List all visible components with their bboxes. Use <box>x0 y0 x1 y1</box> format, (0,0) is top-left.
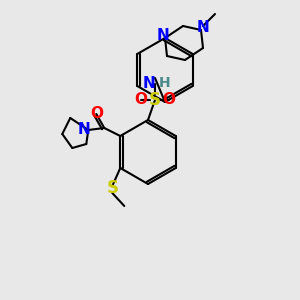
Text: N: N <box>77 122 90 137</box>
Text: N: N <box>157 28 169 44</box>
Text: S: S <box>149 91 161 109</box>
Text: H: H <box>159 76 171 90</box>
Text: O: O <box>134 92 148 107</box>
Text: O: O <box>163 92 176 107</box>
Text: O: O <box>90 106 103 122</box>
Text: N: N <box>196 20 209 35</box>
Text: N: N <box>142 76 155 91</box>
Text: S: S <box>106 179 118 197</box>
